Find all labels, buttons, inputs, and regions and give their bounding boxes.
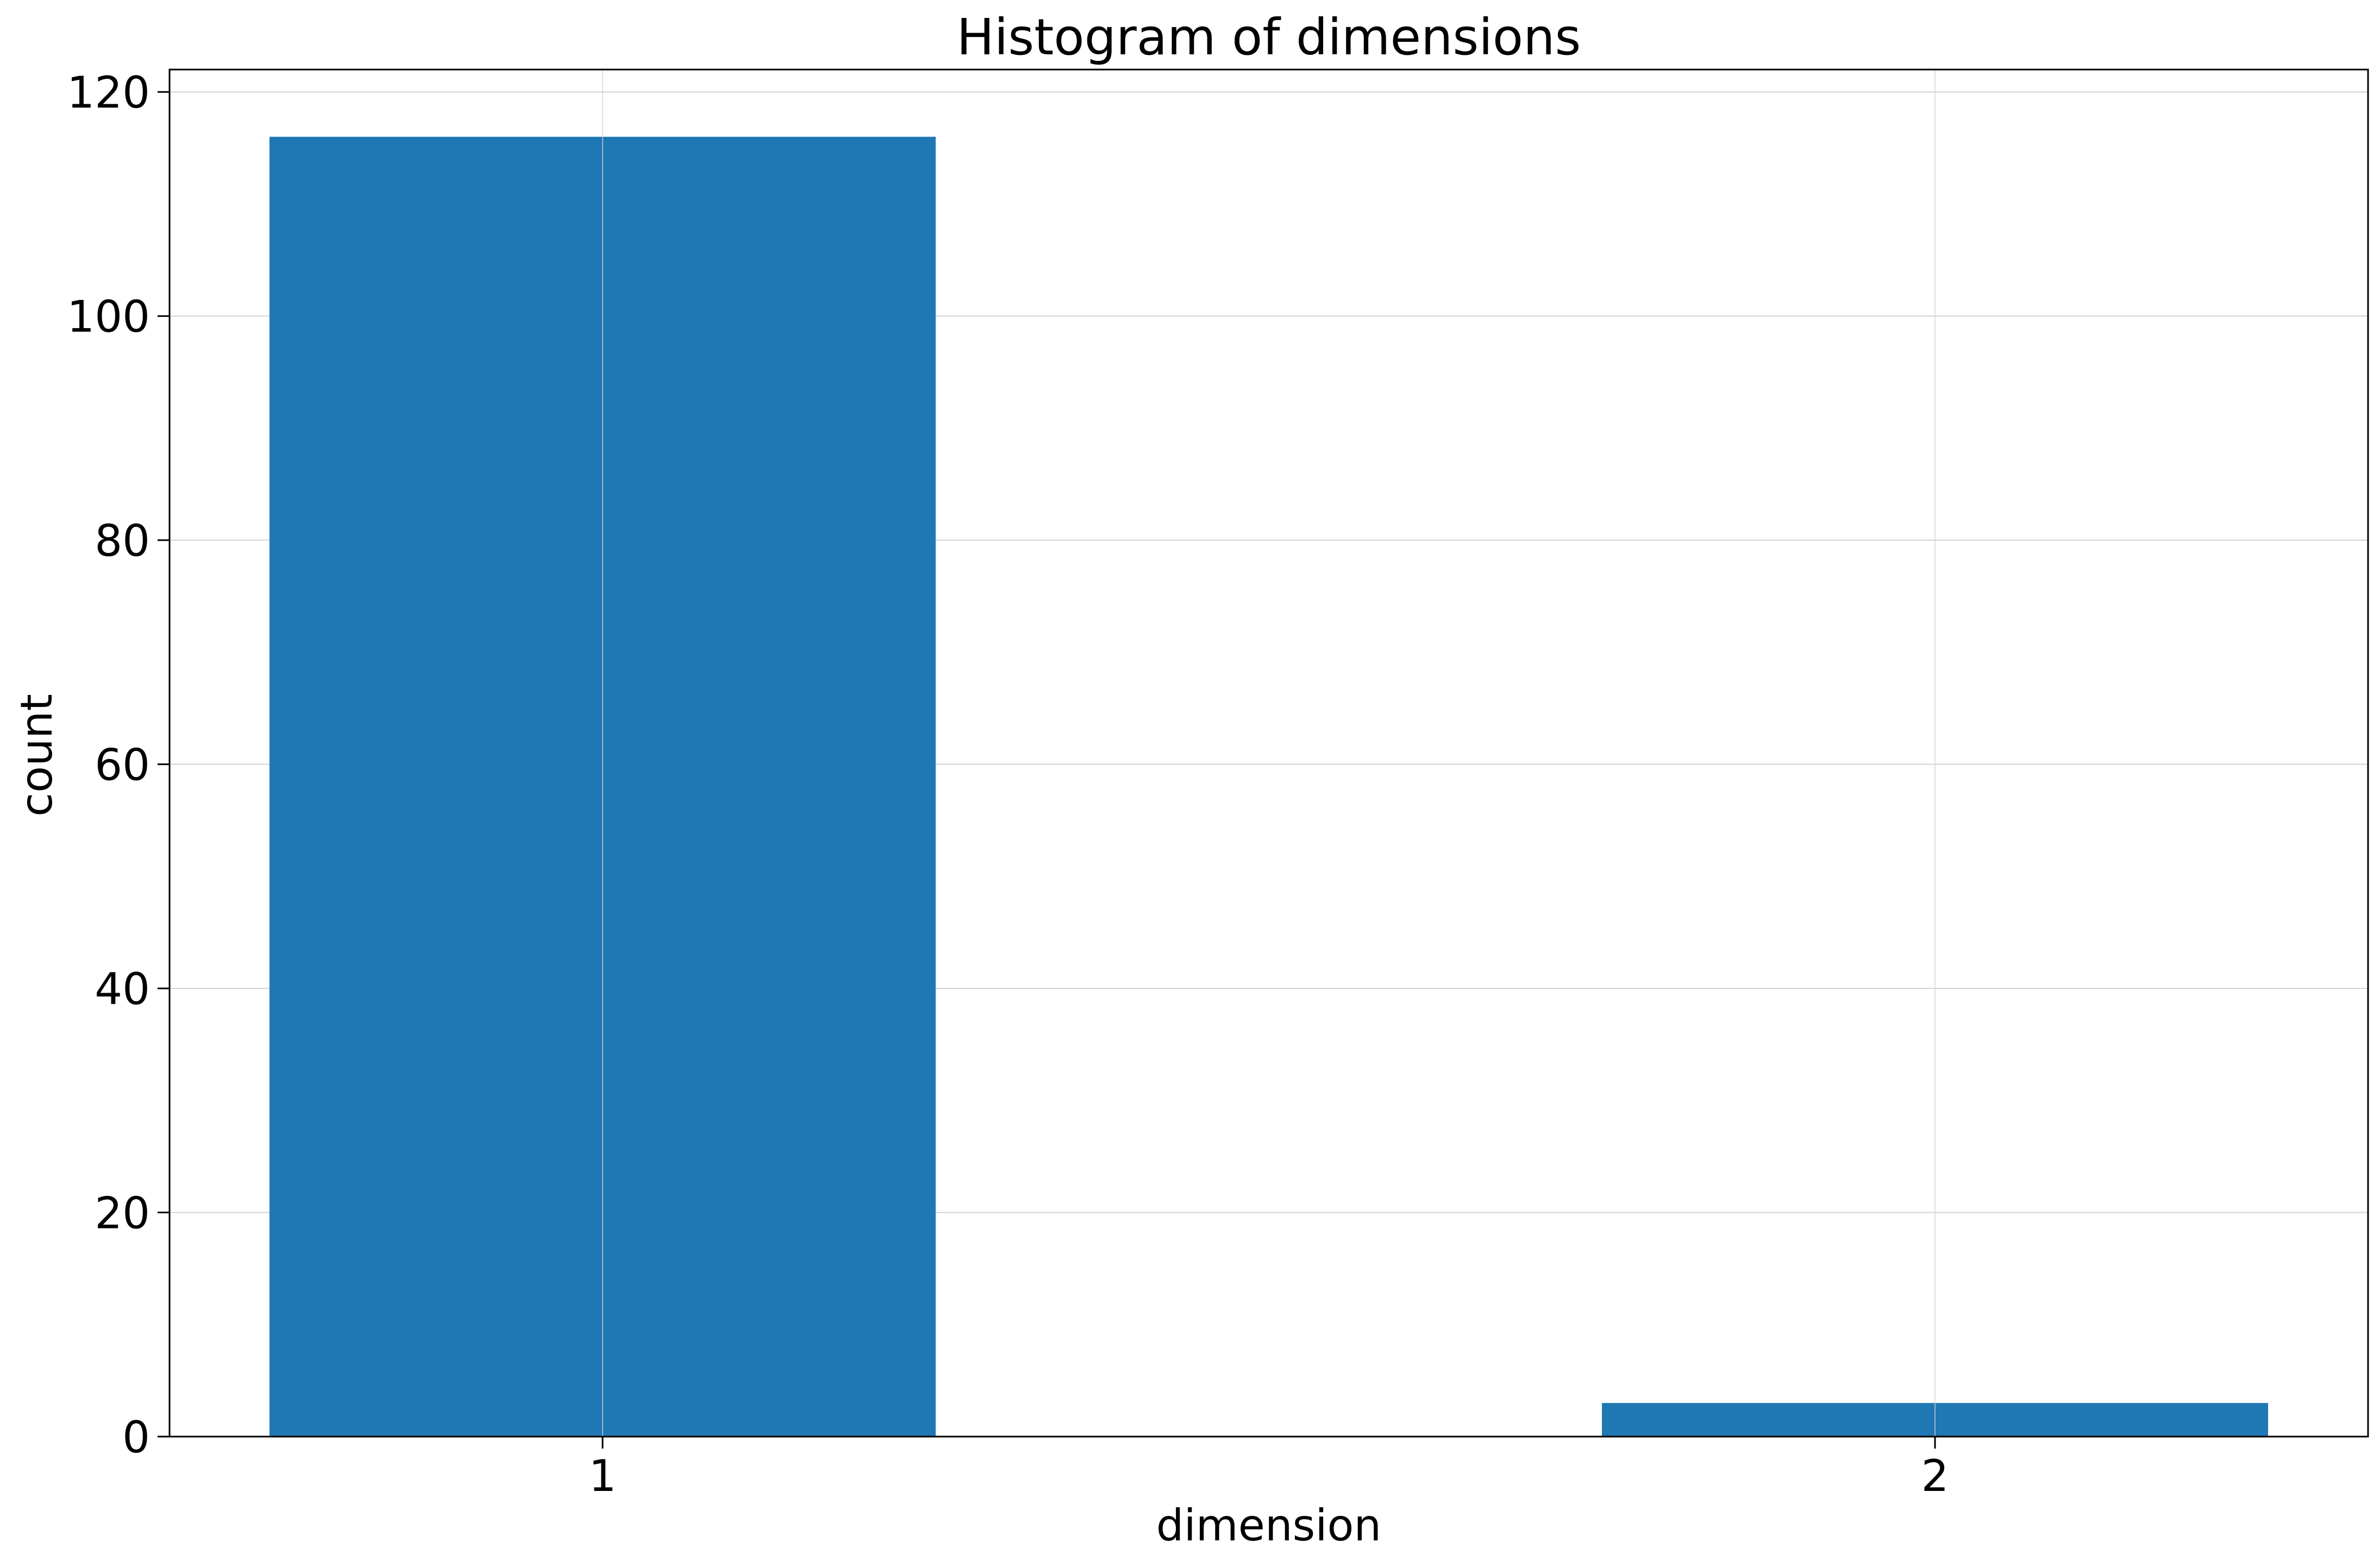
vertical-grid-layer bbox=[602, 70, 1936, 1437]
x-axis-label: dimension bbox=[1156, 1500, 1381, 1551]
y-tick-label: 20 bbox=[95, 1188, 150, 1239]
plot-frame bbox=[168, 68, 2369, 1438]
y-tick-label: 60 bbox=[95, 740, 150, 791]
y-tick-label: 80 bbox=[95, 516, 150, 566]
y-tick-label: 120 bbox=[67, 67, 150, 118]
chart-title: Histogram of dimensions bbox=[957, 8, 1581, 66]
y-axis-label: count bbox=[11, 694, 62, 817]
y-tick-label: 40 bbox=[95, 964, 150, 1014]
y-tick-label: 0 bbox=[122, 1412, 150, 1463]
x-tick-label: 2 bbox=[1921, 1451, 1949, 1501]
tick-layer: 0 20 40 60 80 100 120 1 2 bbox=[67, 67, 1949, 1501]
y-tick-label: 100 bbox=[67, 292, 150, 342]
x-tick-label: 1 bbox=[588, 1451, 616, 1501]
